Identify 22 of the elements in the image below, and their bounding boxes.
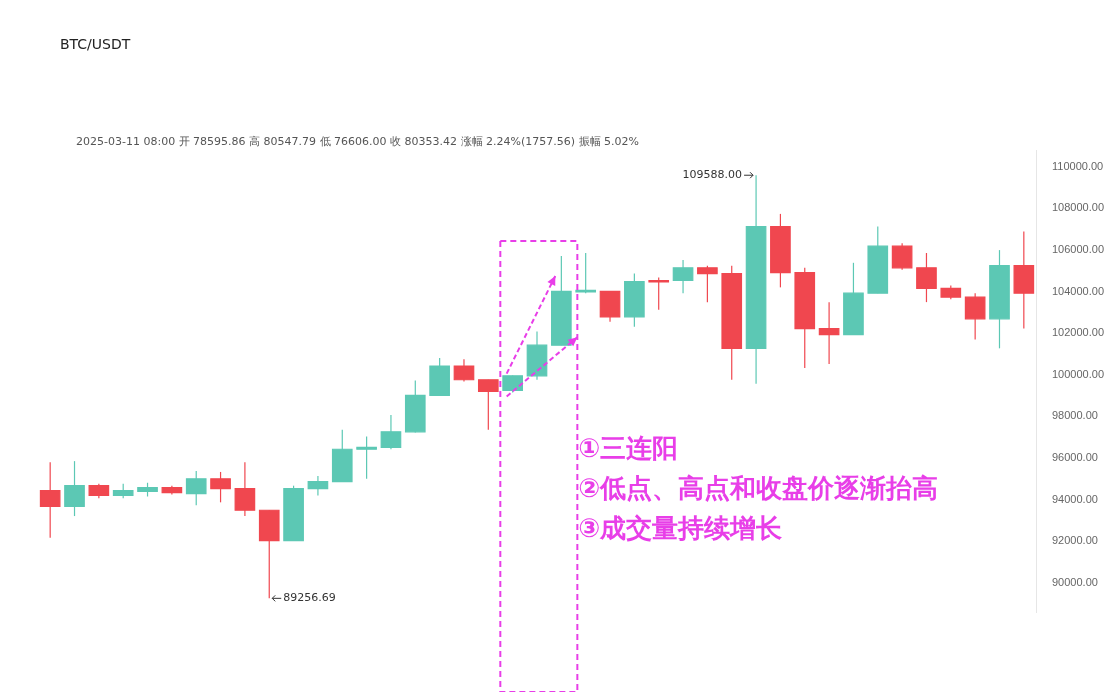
candlestick — [916, 252, 937, 303]
annotation: 109588.00 — [682, 168, 743, 182]
y-tick-label: 106000.00 — [1052, 242, 1104, 255]
annotation: ①三连阳 — [578, 432, 679, 463]
annotation: ②低点、高点和收盘价逐渐抬高 — [578, 472, 939, 503]
annotation: ③成交量持续增长 — [578, 512, 783, 543]
chart-subtitle: 2025-03-11 08:00 开 78595.86 高 80547.79 低 76606.00 收 80353.42 涨幅 2.24%(1757.56) 振幅 5.02% — [76, 134, 639, 149]
annotation: 89256.69 — [283, 591, 336, 605]
y-tick-label: 108000.00 — [1052, 201, 1104, 214]
y-tick-label: 110000.00 — [1052, 159, 1104, 172]
candlestick — [234, 461, 256, 517]
y-tick-label: 100000.00 — [1052, 367, 1104, 380]
candlestick — [64, 460, 85, 517]
y-tick-label: 102000.00 — [1052, 326, 1104, 339]
y-tick-label: 90000.00 — [1052, 575, 1098, 588]
y-tick-label: 96000.00 — [1052, 451, 1098, 464]
y-tick-label: 92000.00 — [1052, 534, 1098, 547]
y-tick-label: 94000.00 — [1052, 492, 1098, 505]
y-tick-label: 104000.00 — [1052, 284, 1104, 297]
y-tick-label: 98000.00 — [1052, 409, 1098, 422]
candlestick — [210, 471, 231, 503]
chart-title: BTC/USDT — [60, 36, 131, 52]
